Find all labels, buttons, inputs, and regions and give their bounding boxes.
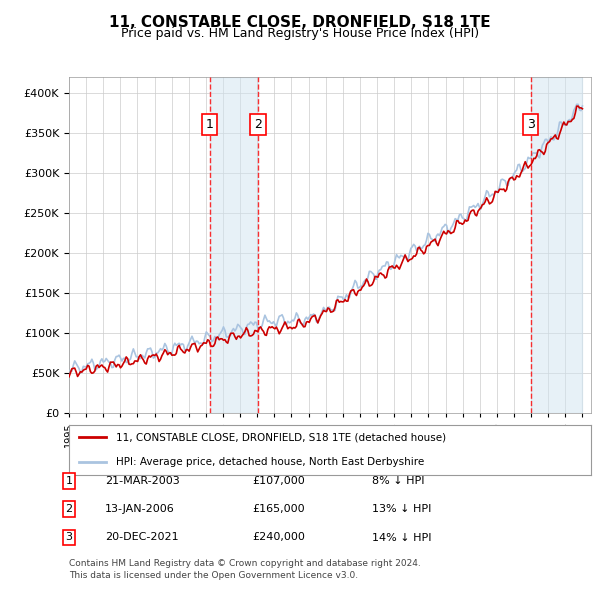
Text: 1: 1	[65, 476, 73, 486]
Text: 2: 2	[254, 118, 262, 131]
Text: £165,000: £165,000	[252, 504, 305, 514]
Text: Price paid vs. HM Land Registry's House Price Index (HPI): Price paid vs. HM Land Registry's House …	[121, 27, 479, 40]
Text: 8% ↓ HPI: 8% ↓ HPI	[372, 476, 425, 486]
Text: 14% ↓ HPI: 14% ↓ HPI	[372, 533, 431, 542]
Text: 3: 3	[527, 118, 535, 131]
Text: 20-DEC-2021: 20-DEC-2021	[105, 533, 179, 542]
Text: Contains HM Land Registry data © Crown copyright and database right 2024.: Contains HM Land Registry data © Crown c…	[69, 559, 421, 568]
Text: 1: 1	[206, 118, 214, 131]
Text: £107,000: £107,000	[252, 476, 305, 486]
Text: 11, CONSTABLE CLOSE, DRONFIELD, S18 1TE: 11, CONSTABLE CLOSE, DRONFIELD, S18 1TE	[109, 15, 491, 30]
Text: 2: 2	[65, 504, 73, 514]
Text: 3: 3	[65, 533, 73, 542]
Text: 21-MAR-2003: 21-MAR-2003	[105, 476, 180, 486]
Bar	[530, 77, 583, 413]
Text: HPI: Average price, detached house, North East Derbyshire: HPI: Average price, detached house, Nort…	[116, 457, 424, 467]
Text: 13-JAN-2006: 13-JAN-2006	[105, 504, 175, 514]
Bar	[209, 77, 258, 413]
Text: This data is licensed under the Open Government Licence v3.0.: This data is licensed under the Open Gov…	[69, 571, 358, 580]
Text: 11, CONSTABLE CLOSE, DRONFIELD, S18 1TE (detached house): 11, CONSTABLE CLOSE, DRONFIELD, S18 1TE …	[116, 432, 446, 442]
Text: 13% ↓ HPI: 13% ↓ HPI	[372, 504, 431, 514]
Text: £240,000: £240,000	[252, 533, 305, 542]
